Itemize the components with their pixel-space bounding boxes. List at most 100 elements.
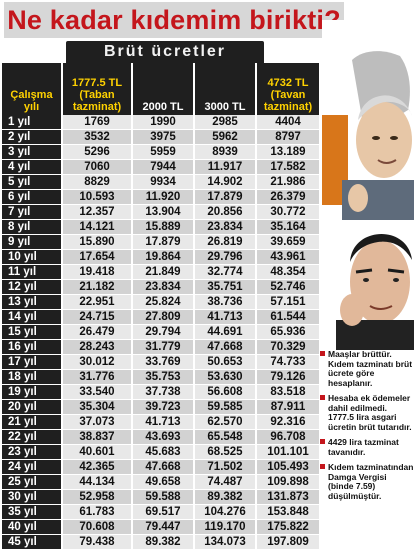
- value-cell: 87.911: [256, 399, 321, 416]
- value-cell: 35.753: [132, 369, 195, 386]
- year-cell: 11 yıl: [2, 264, 63, 281]
- value-cell: 25.824: [132, 294, 195, 311]
- value-cell: 69.517: [132, 504, 195, 521]
- value-cell: 52.958: [62, 489, 133, 506]
- value-cell: 1990: [132, 115, 195, 131]
- value-cell: 19.864: [132, 249, 195, 266]
- value-cell: 71.502: [194, 459, 257, 476]
- year-cell: 15 yıl: [2, 324, 63, 341]
- value-cell: 21.986: [256, 174, 321, 191]
- value-cell: 33.769: [132, 354, 195, 371]
- value-cell: 89.382: [194, 489, 257, 506]
- value-cell: 38.736: [194, 294, 257, 311]
- header-2000: 2000 TL: [132, 63, 195, 115]
- table-row: 2 yıl 3532 3975 5962 8797: [2, 129, 321, 146]
- year-cell: 19 yıl: [2, 384, 63, 401]
- value-cell: 13.189: [256, 144, 321, 161]
- value-cell: 26.379: [256, 189, 321, 206]
- year-cell: 40 yıl: [2, 519, 63, 536]
- table-row: 5 yıl 8829 9934 14.902 21.986: [2, 174, 321, 191]
- table-row: 35 yıl 61.783 69.517 104.276 153.848: [2, 504, 321, 521]
- table-row: 13 yıl 22.951 25.824 38.736 57.151: [2, 294, 321, 311]
- year-cell: 3 yıl: [2, 144, 63, 161]
- value-cell: 15.890: [62, 234, 133, 251]
- value-cell: 52.746: [256, 279, 321, 296]
- value-cell: 101.101: [256, 444, 321, 461]
- year-cell: 18 yıl: [2, 369, 63, 386]
- header-calisma-yili: Çalışma yılı: [2, 63, 63, 115]
- value-cell: 61.783: [62, 504, 133, 521]
- note-item: 4429 lira tazminat tavanıdır.: [320, 437, 414, 457]
- value-cell: 105.493: [256, 459, 321, 476]
- value-cell: 3975: [132, 129, 195, 146]
- value-cell: 3532: [62, 129, 133, 146]
- value-cell: 109.898: [256, 474, 321, 491]
- page-title: Ne kadar kıdemim birikti?: [4, 2, 344, 38]
- table-row: 3 yıl 5296 5959 8939 13.189: [2, 144, 321, 161]
- value-cell: 35.304: [62, 399, 133, 416]
- value-cell: 31.776: [62, 369, 133, 386]
- note-text: Hesaba ek ödemeler dahil edilmedi. 1777.…: [328, 393, 412, 432]
- year-cell: 13 yıl: [2, 294, 63, 311]
- value-cell: 175.822: [256, 519, 321, 536]
- value-cell: 14.902: [194, 174, 257, 191]
- table-row: 7 yıl 12.357 13.904 20.856 30.772: [2, 204, 321, 221]
- table-row: 16 yıl 28.243 31.779 47.668 70.329: [2, 339, 321, 356]
- value-cell: 23.834: [132, 279, 195, 296]
- value-cell: 15.889: [132, 219, 195, 236]
- value-cell: 41.713: [132, 414, 195, 431]
- value-cell: 43.693: [132, 429, 195, 446]
- subheader-brut-ucretler: Brüt ücretler: [66, 41, 264, 63]
- table-row: 23 yıl 40.601 45.683 68.525 101.101: [2, 444, 321, 461]
- value-cell: 14.121: [62, 219, 133, 236]
- header-3000: 3000 TL: [194, 63, 257, 115]
- value-cell: 17.879: [132, 234, 195, 251]
- value-cell: 74.733: [256, 354, 321, 371]
- value-cell: 39.723: [132, 399, 195, 416]
- year-cell: 20 yıl: [2, 399, 63, 416]
- value-cell: 22.951: [62, 294, 133, 311]
- value-cell: 7060: [62, 159, 133, 176]
- value-cell: 29.796: [194, 249, 257, 266]
- note-item: Maaşlar brüttür. Kıdem tazminatı brüt üc…: [320, 349, 414, 388]
- year-cell: 10 yıl: [2, 249, 63, 266]
- value-cell: 8797: [256, 129, 321, 146]
- year-cell: 30 yıl: [2, 489, 63, 506]
- value-cell: 43.961: [256, 249, 321, 266]
- table-row: 17 yıl 30.012 33.769 50.653 74.733: [2, 354, 321, 371]
- value-cell: 1769: [62, 115, 133, 131]
- year-cell: 8 yıl: [2, 219, 63, 236]
- value-cell: 50.653: [194, 354, 257, 371]
- value-cell: 37.738: [132, 384, 195, 401]
- value-cell: 48.354: [256, 264, 321, 281]
- value-cell: 47.668: [194, 339, 257, 356]
- value-cell: 70.608: [62, 519, 133, 536]
- year-cell: 5 yıl: [2, 174, 63, 191]
- value-cell: 26.819: [194, 234, 257, 251]
- year-cell: 14 yıl: [2, 309, 63, 326]
- value-cell: 70.329: [256, 339, 321, 356]
- value-cell: 44.134: [62, 474, 133, 491]
- severance-table: Çalışma yılı 1777.5 TL (Taban tazminat) …: [2, 63, 321, 550]
- value-cell: 40.601: [62, 444, 133, 461]
- year-cell: 17 yıl: [2, 354, 63, 371]
- bullet-square-icon: [320, 464, 325, 469]
- header-taban: 1777.5 TL (Taban tazminat): [62, 63, 133, 115]
- table-row: 21 yıl 37.073 41.713 62.570 92.316: [2, 414, 321, 431]
- year-cell: 24 yıl: [2, 459, 63, 476]
- value-cell: 30.012: [62, 354, 133, 371]
- table-row: 12 yıl 21.182 23.834 35.751 52.746: [2, 279, 321, 296]
- year-cell: 6 yıl: [2, 189, 63, 206]
- table-row: 14 yıl 24.715 27.809 41.713 61.544: [2, 309, 321, 326]
- value-cell: 2985: [194, 115, 257, 131]
- value-cell: 21.849: [132, 264, 195, 281]
- portrait-illustration: [322, 20, 414, 350]
- value-cell: 62.570: [194, 414, 257, 431]
- value-cell: 39.659: [256, 234, 321, 251]
- value-cell: 49.658: [132, 474, 195, 491]
- value-cell: 153.848: [256, 504, 321, 521]
- value-cell: 45.683: [132, 444, 195, 461]
- value-cell: 26.479: [62, 324, 133, 341]
- table-row: 45 yıl 79.438 89.382 134.073 197.809: [2, 534, 321, 550]
- table-row: 15 yıl 26.479 29.794 44.691 65.936: [2, 324, 321, 341]
